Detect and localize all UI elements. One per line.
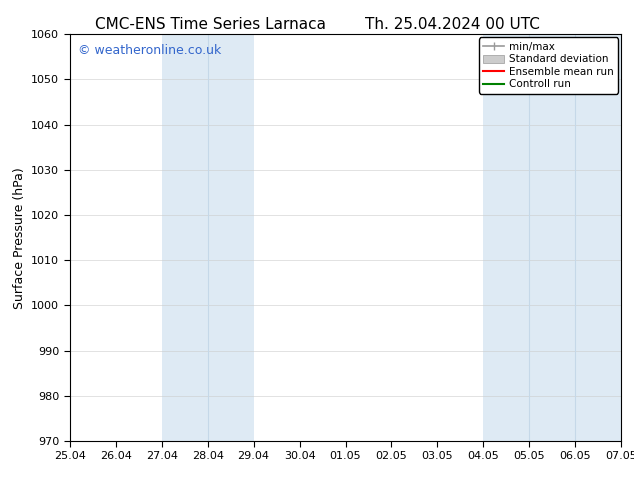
Text: © weatheronline.co.uk: © weatheronline.co.uk (78, 45, 221, 57)
Bar (162, 34, 254, 441)
Legend: min/max, Standard deviation, Ensemble mean run, Controll run: min/max, Standard deviation, Ensemble me… (479, 37, 618, 94)
Text: CMC-ENS Time Series Larnaca        Th. 25.04.2024 00 UTC: CMC-ENS Time Series Larnaca Th. 25.04.20… (94, 17, 540, 32)
Bar (483, 34, 621, 441)
Y-axis label: Surface Pressure (hPa): Surface Pressure (hPa) (13, 167, 25, 309)
